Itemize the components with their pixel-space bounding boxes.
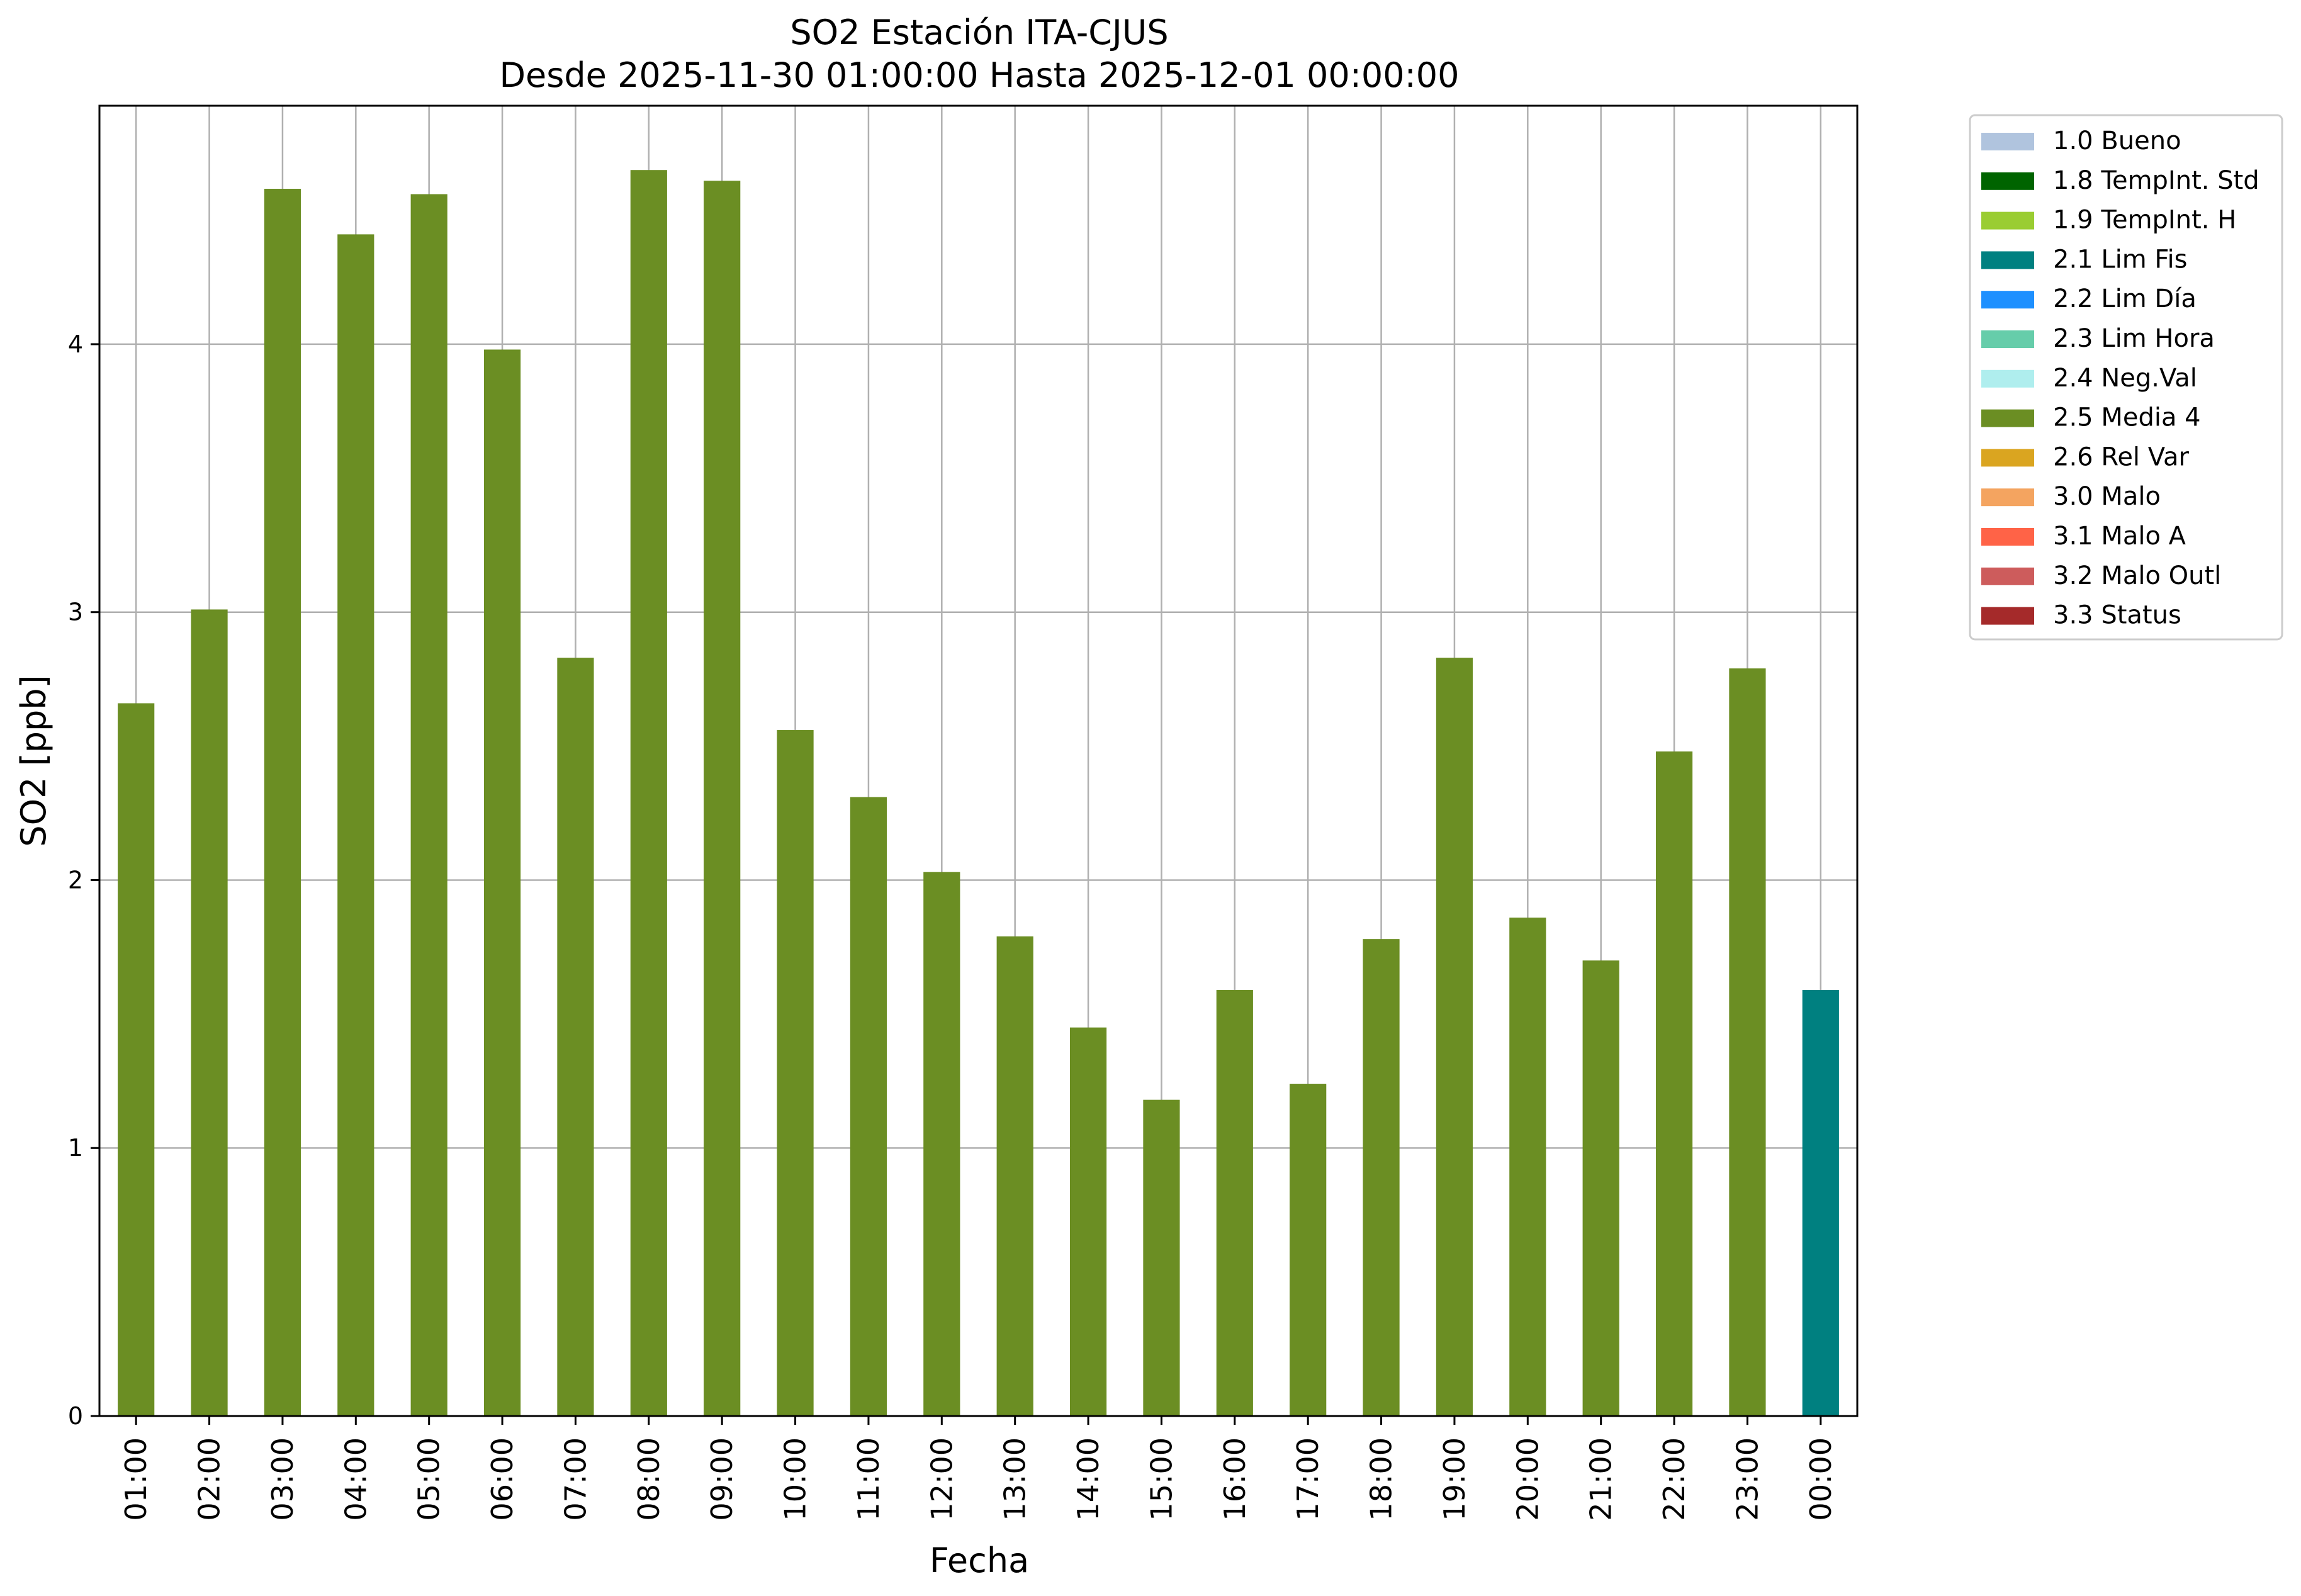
legend-label: 1.0 Bueno <box>2053 126 2181 155</box>
bar-2300 <box>1729 668 1766 1416</box>
bar-0800 <box>630 170 667 1416</box>
y-tick-label: 4 <box>68 330 83 358</box>
legend-swatch <box>1981 211 2034 230</box>
x-tick-label: 04:00 <box>339 1437 373 1521</box>
legend-entries: 1.0 Bueno 1.8 TempInt. Std 1.9 TempInt. H 2… <box>1981 126 2259 630</box>
x-tick-label: 16:00 <box>1218 1437 1252 1521</box>
bar-series <box>118 170 1839 1417</box>
x-tick-label: 13:00 <box>998 1437 1032 1521</box>
y-axis-label: SO2 [ppb] <box>14 675 53 846</box>
x-tick-label: 10:00 <box>779 1437 813 1521</box>
bar-1100 <box>850 797 887 1416</box>
legend-swatch <box>1981 172 2034 190</box>
legend-label: 2.1 Lim Fis <box>2053 245 2187 274</box>
x-tick-label: 03:00 <box>266 1437 300 1521</box>
legend-swatch <box>1981 607 2034 625</box>
legend-swatch <box>1981 291 2034 309</box>
bar-2000 <box>1509 918 1546 1416</box>
bar-1900 <box>1436 658 1473 1416</box>
legend-label: 2.3 Lim Hora <box>2053 324 2215 353</box>
y-tick-label: 1 <box>68 1134 83 1162</box>
x-tick-label: 01:00 <box>119 1437 153 1521</box>
legend-swatch <box>1981 369 2034 388</box>
legend-swatch <box>1981 528 2034 546</box>
legend: 1.0 Bueno 1.8 TempInt. Std 1.9 TempInt. H 2… <box>1969 114 2283 641</box>
y-tick-label: 0 <box>68 1402 83 1430</box>
legend-swatch <box>1981 133 2034 150</box>
x-tick-label: 05:00 <box>412 1437 446 1521</box>
x-tick-label: 18:00 <box>1364 1437 1398 1521</box>
bar-1800 <box>1363 939 1400 1416</box>
bar-0900 <box>704 181 741 1416</box>
x-tick-label: 20:00 <box>1511 1437 1544 1521</box>
x-tick-label: 06:00 <box>485 1437 519 1521</box>
plot-area-frame <box>98 104 1859 1417</box>
y-tick-label: 3 <box>68 598 83 626</box>
bar-1300 <box>996 936 1033 1416</box>
x-tick-label: 19:00 <box>1437 1437 1471 1521</box>
chart-title: SO2 Estación ITA-CJUS <box>790 13 1168 52</box>
bar-0300 <box>264 188 301 1416</box>
bar-1200 <box>923 872 960 1416</box>
bar-1000 <box>777 730 814 1416</box>
bar-0500 <box>410 194 447 1417</box>
x-tick-label: 22:00 <box>1657 1437 1691 1521</box>
x-tick-label: 02:00 <box>193 1437 227 1521</box>
legend-label: 2.2 Lim Día <box>2053 284 2197 313</box>
x-tick-label: 07:00 <box>558 1437 592 1521</box>
bar-1400 <box>1069 1027 1107 1416</box>
legend-label: 3.2 Malo Outl <box>2053 561 2221 590</box>
bar-0100 <box>118 703 155 1416</box>
bar-2200 <box>1655 751 1693 1416</box>
bar-0400 <box>337 234 374 1416</box>
bar-0200 <box>191 609 228 1417</box>
legend-label: 3.0 Malo <box>2053 482 2161 511</box>
x-tick-label: 09:00 <box>705 1437 739 1521</box>
legend-label: 2.4 Neg.Val <box>2053 364 2197 393</box>
legend-swatch <box>1981 449 2034 467</box>
x-tick-label: 00:00 <box>1804 1437 1838 1521</box>
legend-label: 3.3 Status <box>2053 601 2181 630</box>
x-tick-label: 21:00 <box>1584 1437 1618 1521</box>
x-tick-label: 12:00 <box>925 1437 959 1521</box>
x-tick-label: 11:00 <box>852 1437 886 1521</box>
x-tick-label: 23:00 <box>1730 1437 1764 1521</box>
bar-1700 <box>1290 1084 1327 1416</box>
legend-label: 2.6 Rel Var <box>2053 442 2190 471</box>
axis-ticks: 0 1 2 3 4 01:00 02:00 03:00 04:00 05:00 06:00 07:00… <box>68 330 1838 1521</box>
x-tick-label: 08:00 <box>632 1437 666 1521</box>
x-tick-label: 17:00 <box>1291 1437 1325 1521</box>
x-axis-label: Fecha <box>930 1541 1029 1580</box>
x-tick-label: 14:00 <box>1071 1437 1105 1521</box>
x-tick-label: 15:00 <box>1144 1437 1178 1521</box>
y-tick-label: 2 <box>68 866 83 894</box>
legend-swatch <box>1981 251 2034 269</box>
bar-0000 <box>1802 990 1839 1416</box>
legend-frame <box>1969 114 2283 641</box>
chart-subtitle: Desde 2025-11-30 01:00:00 Hasta 2025-12-… <box>499 55 1459 95</box>
bar-0600 <box>483 349 521 1416</box>
legend-swatch <box>1981 488 2034 507</box>
bar-1500 <box>1143 1099 1180 1416</box>
legend-label: 1.9 TempInt. H <box>2053 206 2236 235</box>
legend-swatch <box>1981 567 2034 585</box>
legend-label: 3.1 Malo A <box>2053 522 2186 551</box>
legend-label: 2.5 Media 4 <box>2053 403 2201 432</box>
bar-1600 <box>1216 990 1253 1416</box>
bar-0700 <box>557 658 594 1416</box>
bar-2100 <box>1582 960 1619 1416</box>
legend-swatch <box>1981 409 2034 427</box>
legend-label: 1.8 TempInt. Std <box>2053 166 2259 195</box>
legend-swatch <box>1981 330 2034 348</box>
